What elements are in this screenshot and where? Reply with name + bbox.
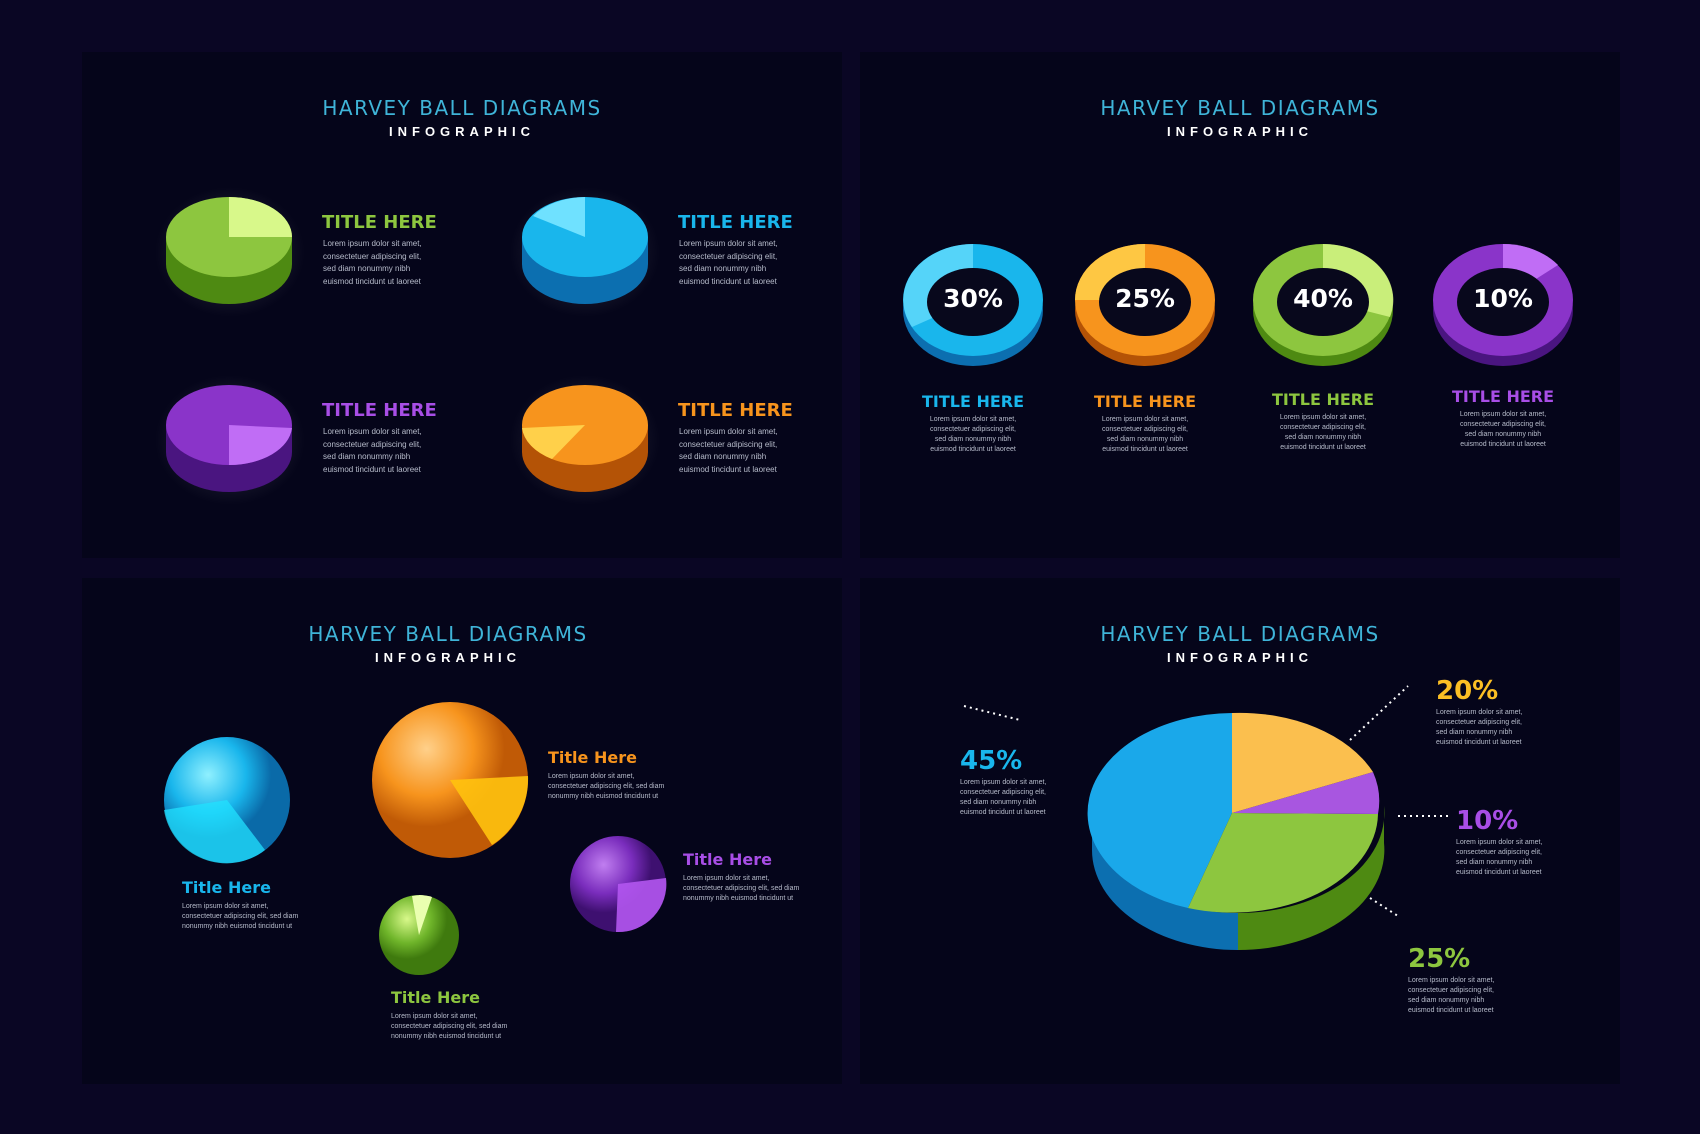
blue-pie-side [1092,813,1238,950]
orange-sphere [372,702,529,858]
item-title: TITLE HERE [1093,392,1197,411]
item-title: Title Here [182,878,271,897]
panel-spheres: HARVEY BALL DIAGRAMS INFOGRAPHIC Title H… [82,578,842,1084]
panel-subtitle: INFOGRAPHIC [389,124,535,139]
item-text: Lorem ipsum dolor sit amet, consectetuer … [1408,977,1495,1014]
blue-sphere [164,737,290,864]
item-text: Lorem ipsum dolor sit amet, consectetuer … [683,875,800,902]
item-text: Lorem ipsum dolor sit amet, consectetuer … [679,427,778,474]
item-text: Lorem ipsum dolor sit amet, consectetuer … [960,779,1047,816]
item-title: Title Here [683,850,772,869]
purple-disc-slice [229,425,292,466]
blue-disc-slice [533,197,585,237]
ring-percent: 10% [1473,284,1533,313]
panel-title: HARVEY BALL DIAGRAMS [1100,622,1380,646]
item-title: TITLE HERE [322,400,437,421]
item-text: Lorem ipsum dolor sit amet, consectetuer … [323,427,422,474]
percent-label: 20% [1436,676,1499,706]
item-title: TITLE HERE [1271,390,1375,409]
panel-rings: HARVEY BALL DIAGRAMS INFOGRAPHIC [860,52,1620,558]
panel-title: HARVEY BALL DIAGRAMS [322,96,602,120]
panel-subtitle: INFOGRAPHIC [375,650,521,665]
item-title: TITLE HERE [322,212,437,233]
item-text: Lorem ipsum dolor sit amet, consectetuer … [1436,709,1523,746]
purple-disc [155,375,305,505]
leader-20 [1349,685,1409,741]
ring-graphics [903,243,1573,366]
green-sphere-highlight [412,895,432,935]
panel-subtitle: INFOGRAPHIC [1167,124,1313,139]
green-sphere [379,895,459,975]
blue-sphere-slice [164,800,265,864]
blue-ring [903,244,1043,366]
percent-label: 45% [960,746,1023,776]
ring-percent: 25% [1115,284,1175,313]
pie-graphics [963,685,1448,951]
item-text: Lorem ipsum dolor sit amet, consectetuer … [1459,411,1547,448]
green-pie-side [1238,806,1385,951]
disc-graphics [155,187,660,505]
item-text: Lorem ipsum dolor sit amet, consectetuer … [1456,839,1543,876]
item-text: Lorem ipsum dolor sit amet, consectetuer … [548,773,665,800]
ring-percent: 30% [943,284,1003,313]
blue-disc [510,187,660,317]
panel-3d-discs: HARVEY BALL DIAGRAMS INFOGRAPHIC [82,52,842,558]
leader-25 [1369,897,1399,917]
item-text: Lorem ipsum dolor sit amet, consectetuer … [323,239,422,286]
item-title: TITLE HERE [1451,387,1555,406]
item-text: Lorem ipsum dolor sit amet, consectetuer … [182,903,299,930]
leader-45 [963,705,1021,721]
item-title: Title Here [391,988,480,1007]
item-title: TITLE HERE [921,392,1025,411]
panel-title: HARVEY BALL DIAGRAMS [1100,96,1380,120]
orange-sphere-slice [450,776,529,845]
orange-disc [510,375,660,505]
panel-subtitle: INFOGRAPHIC [1167,650,1313,665]
purple-pie-slice [1232,772,1380,814]
purple-sphere-slice [616,878,667,933]
percent-label: 25% [1408,944,1471,974]
green-ring [1253,243,1394,366]
blue-pie-slice [1087,713,1232,908]
percent-label: 10% [1456,806,1519,836]
panel-big-pie: HARVEY BALL DIAGRAMS INFOGRAPHIC 45% Lor… [860,578,1620,1084]
purple-sphere [570,836,667,933]
item-text: Lorem ipsum dolor sit amet, consectetuer … [1101,416,1189,453]
item-text: Lorem ipsum dolor sit amet, consectetuer … [929,416,1017,453]
orange-pie-slice [1232,712,1373,813]
item-title: TITLE HERE [678,400,793,421]
item-text: Lorem ipsum dolor sit amet, consectetuer … [391,1013,508,1040]
panel-title: HARVEY BALL DIAGRAMS [308,622,588,646]
sphere-graphics [164,702,667,975]
item-title: Title Here [548,748,637,767]
item-text: Lorem ipsum dolor sit amet, consectetuer … [679,239,778,286]
item-text: Lorem ipsum dolor sit amet, consectetuer … [1279,414,1367,451]
green-pie-slice [1188,813,1378,913]
purple-ring [1433,243,1573,366]
green-disc-slice [229,197,292,237]
item-title: TITLE HERE [678,212,793,233]
ring-percent: 40% [1293,284,1353,313]
orange-ring [1075,244,1215,366]
orange-disc-slice [522,425,585,459]
green-disc [155,187,305,317]
